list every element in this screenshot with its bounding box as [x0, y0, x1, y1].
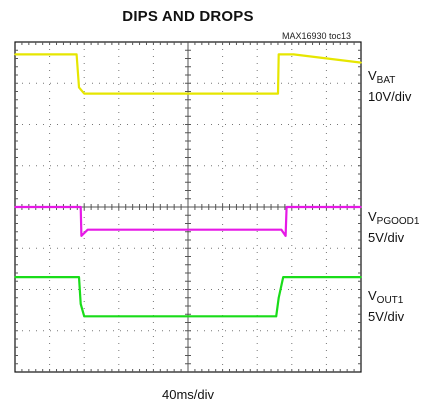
data-point-bat: [78, 86, 80, 89]
legend-vbat: VBAT 10V/div: [368, 68, 411, 105]
data-point-out1: [360, 276, 362, 278]
chart-title: DIPS AND DROPS: [122, 8, 254, 25]
data-point-pgood1: [280, 228, 283, 231]
figure-id: MAX16930 toc13: [282, 31, 352, 41]
data-point-out1: [277, 296, 280, 299]
trace-out1: [15, 276, 361, 318]
legend-vout1: VOUT1 5V/div: [368, 288, 404, 325]
data-point-bat: [360, 61, 362, 64]
data-point-bat: [277, 53, 280, 56]
data-point-bat: [14, 53, 16, 56]
data-point-bat: [83, 92, 85, 95]
legend-vout1-sub: OUT1: [376, 295, 404, 306]
legend-vpgood1-main: V: [368, 209, 377, 224]
data-point-out1: [275, 315, 278, 318]
legend-vpgood1-sub: PGOOD1: [376, 216, 420, 227]
data-point-bat: [75, 53, 78, 56]
data-point-out1: [14, 276, 16, 278]
data-point-out1: [83, 315, 85, 318]
legend-vpgood1-scale: 5V/div: [368, 230, 405, 245]
data-point-pgood1: [292, 206, 295, 208]
data-point-pgood1: [86, 228, 89, 231]
time-scale-label: 40ms/div: [161, 387, 215, 402]
legend-vbat-sub: BAT: [376, 75, 396, 86]
legend-vbat-main: V: [368, 68, 377, 83]
data-point-pgood1: [284, 235, 287, 237]
trace-bat: [15, 53, 362, 95]
legend-vbat-scale: 10V/div: [368, 89, 412, 104]
data-point-pgood1: [79, 206, 82, 208]
legend-vpgood1: VPGOOD1 5V/div: [368, 209, 419, 246]
data-point-pgood1: [285, 206, 288, 208]
data-point-out1: [79, 303, 82, 305]
data-point-pgood1: [80, 235, 83, 237]
data-point-bat: [277, 92, 279, 95]
data-point-out1: [282, 276, 284, 278]
data-point-pgood1: [360, 206, 362, 208]
data-point-pgood1: [14, 206, 16, 208]
data-point-bat: [292, 53, 295, 56]
legend-vout1-scale: 5V/div: [368, 309, 405, 324]
data-point-out1: [78, 276, 80, 278]
legend-vout1-main: V: [368, 288, 377, 303]
